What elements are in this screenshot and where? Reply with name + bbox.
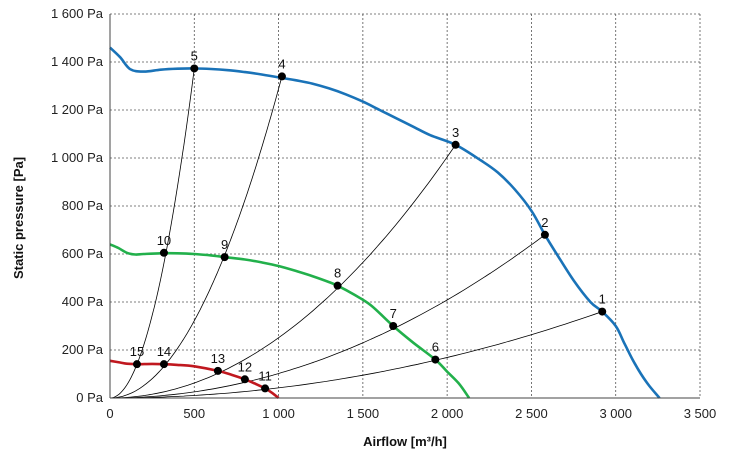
x-tick-label: 2 500 bbox=[515, 406, 548, 421]
system-curve bbox=[109, 76, 283, 399]
operating-point-label: 10 bbox=[157, 233, 171, 248]
x-tick-label: 1 000 bbox=[262, 406, 295, 421]
operating-point-label: 9 bbox=[221, 237, 228, 252]
operating-point-3 bbox=[451, 140, 460, 149]
x-tick-label: 0 bbox=[106, 406, 113, 421]
y-tick-label: 1 600 Pa bbox=[51, 6, 104, 21]
x-axis-title: Airflow [m³/h] bbox=[363, 434, 447, 449]
operating-point-15 bbox=[132, 360, 141, 369]
x-tick-label: 1 500 bbox=[347, 406, 380, 421]
operating-point-8 bbox=[333, 281, 342, 290]
x-tick-label: 500 bbox=[183, 406, 205, 421]
y-tick-label: 1 000 Pa bbox=[51, 150, 104, 165]
operating-point-label: 7 bbox=[390, 306, 397, 321]
operating-point-11 bbox=[261, 384, 270, 393]
operating-point-label: 2 bbox=[541, 215, 548, 230]
operating-point-label: 5 bbox=[191, 48, 198, 63]
operating-point-label: 8 bbox=[334, 266, 341, 281]
operating-point-label: 11 bbox=[258, 368, 272, 383]
system-curve bbox=[109, 311, 603, 399]
operating-point-label: 3 bbox=[452, 125, 459, 140]
operating-point-label: 14 bbox=[157, 344, 171, 359]
y-tick-label: 600 Pa bbox=[62, 246, 104, 261]
operating-point-label: 15 bbox=[130, 344, 144, 359]
x-tick-label: 3 500 bbox=[684, 406, 717, 421]
fan-curves bbox=[109, 46, 661, 400]
operating-point-9 bbox=[220, 253, 229, 262]
y-tick-label: 1 400 Pa bbox=[51, 54, 104, 69]
x-tick-label: 3 000 bbox=[599, 406, 632, 421]
y-tick-label: 200 Pa bbox=[62, 342, 104, 357]
fan-curve-high bbox=[109, 46, 661, 399]
fan-curve-medium bbox=[109, 243, 471, 399]
system-curves bbox=[109, 68, 603, 399]
y-tick-label: 800 Pa bbox=[62, 198, 104, 213]
system-curve bbox=[109, 234, 546, 399]
operating-point-label: 13 bbox=[211, 351, 225, 366]
operating-point-14 bbox=[159, 360, 168, 369]
operating-point-5 bbox=[190, 64, 199, 73]
system-curve bbox=[109, 68, 195, 399]
y-tick-label: 400 Pa bbox=[62, 294, 104, 309]
operating-point-label: 4 bbox=[278, 56, 285, 71]
operating-point-7 bbox=[389, 322, 398, 330]
operating-point-13 bbox=[213, 366, 222, 375]
operating-point-2 bbox=[540, 230, 549, 239]
y-tick-label: 0 Pa bbox=[76, 390, 104, 405]
grid bbox=[110, 13, 701, 398]
operating-point-label: 1 bbox=[599, 292, 606, 307]
operating-point-12 bbox=[240, 375, 249, 384]
axes: 0 500 1 000 1 500 2 000 2 500 3 000 3 500 0 Pa 20… bbox=[51, 6, 716, 421]
y-tick-label: 1 200 Pa bbox=[51, 102, 104, 117]
operating-point-10 bbox=[159, 248, 168, 257]
operating-point-label: 12 bbox=[238, 359, 252, 374]
y-axis-title: Static pressure [Pa] bbox=[11, 157, 26, 279]
system-curve bbox=[109, 144, 456, 399]
operating-point-6 bbox=[431, 355, 440, 364]
operating-point-label: 6 bbox=[432, 340, 439, 355]
operating-point-4 bbox=[277, 72, 286, 81]
operating-point-1 bbox=[598, 307, 607, 316]
x-tick-label: 2 000 bbox=[431, 406, 464, 421]
